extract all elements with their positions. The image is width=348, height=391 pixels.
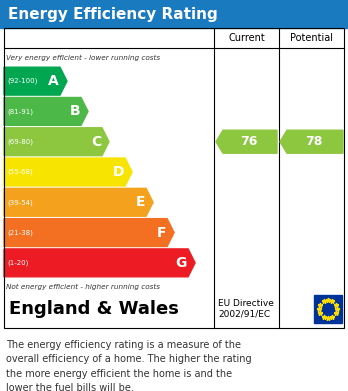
Text: C: C bbox=[91, 135, 101, 149]
Bar bbox=[4, 28, 344, 328]
Text: Potential: Potential bbox=[290, 33, 333, 43]
Text: (92-100): (92-100) bbox=[7, 78, 37, 84]
Bar bbox=[0, 0, 348, 28]
Text: A: A bbox=[48, 74, 59, 88]
Bar bbox=[314, 295, 342, 323]
Polygon shape bbox=[216, 130, 277, 153]
Polygon shape bbox=[4, 188, 153, 216]
Text: (21-38): (21-38) bbox=[7, 229, 33, 236]
Text: (81-91): (81-91) bbox=[7, 108, 33, 115]
Polygon shape bbox=[4, 97, 88, 126]
Text: (1-20): (1-20) bbox=[7, 260, 29, 266]
Polygon shape bbox=[280, 130, 343, 153]
Polygon shape bbox=[4, 158, 132, 186]
Polygon shape bbox=[4, 249, 195, 277]
Text: 78: 78 bbox=[305, 135, 322, 148]
Text: G: G bbox=[176, 256, 187, 270]
Text: England & Wales: England & Wales bbox=[9, 300, 179, 318]
Polygon shape bbox=[4, 67, 67, 95]
Text: Energy Efficiency Rating: Energy Efficiency Rating bbox=[8, 7, 218, 22]
Polygon shape bbox=[4, 219, 174, 246]
Text: The energy efficiency rating is a measure of the
overall efficiency of a home. T: The energy efficiency rating is a measur… bbox=[6, 340, 252, 391]
Text: EU Directive
2002/91/EC: EU Directive 2002/91/EC bbox=[218, 299, 274, 319]
Text: Not energy efficient - higher running costs: Not energy efficient - higher running co… bbox=[6, 284, 160, 290]
Text: (55-68): (55-68) bbox=[7, 169, 33, 175]
Text: D: D bbox=[113, 165, 124, 179]
Text: F: F bbox=[157, 226, 166, 240]
Text: B: B bbox=[69, 104, 80, 118]
Polygon shape bbox=[4, 128, 109, 156]
Text: E: E bbox=[136, 195, 145, 209]
Text: Very energy efficient - lower running costs: Very energy efficient - lower running co… bbox=[6, 55, 160, 61]
Text: (39-54): (39-54) bbox=[7, 199, 33, 206]
Text: Current: Current bbox=[228, 33, 265, 43]
Text: (69-80): (69-80) bbox=[7, 138, 33, 145]
Text: 76: 76 bbox=[240, 135, 257, 148]
